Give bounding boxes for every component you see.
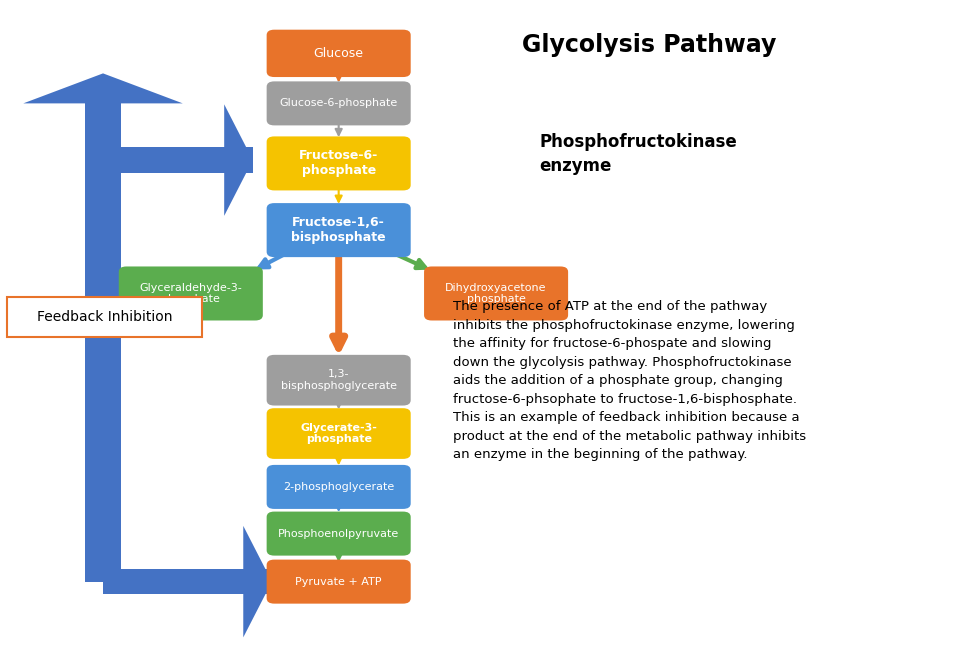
Polygon shape	[23, 73, 183, 103]
Text: Feedback Inhibition: Feedback Inhibition	[36, 310, 172, 323]
FancyBboxPatch shape	[103, 569, 272, 594]
Text: Glycolysis Pathway: Glycolysis Pathway	[521, 33, 775, 57]
FancyBboxPatch shape	[7, 297, 202, 337]
FancyBboxPatch shape	[118, 266, 263, 320]
Text: Glucose: Glucose	[314, 47, 363, 60]
Text: Glycerate-3-
phosphate: Glycerate-3- phosphate	[300, 423, 376, 444]
FancyBboxPatch shape	[266, 81, 410, 125]
FancyBboxPatch shape	[85, 147, 121, 173]
Text: Dihydroxyacetone
phosphate: Dihydroxyacetone phosphate	[445, 283, 546, 304]
FancyBboxPatch shape	[266, 203, 410, 257]
FancyBboxPatch shape	[266, 465, 410, 509]
FancyBboxPatch shape	[266, 137, 410, 191]
FancyBboxPatch shape	[266, 355, 410, 406]
FancyBboxPatch shape	[266, 408, 410, 459]
Polygon shape	[243, 526, 272, 638]
Text: Glucose-6-phosphate: Glucose-6-phosphate	[279, 99, 397, 108]
Text: Pyruvate + ATP: Pyruvate + ATP	[295, 577, 381, 586]
FancyBboxPatch shape	[266, 30, 410, 77]
Text: 1,3-
bisphosphoglycerate: 1,3- bisphosphoglycerate	[280, 370, 396, 391]
Text: 2-phosphoglycerate: 2-phosphoglycerate	[283, 482, 394, 492]
FancyBboxPatch shape	[85, 93, 121, 582]
Text: The presence of ATP at the end of the pathway
inhibits the phosphofructokinase e: The presence of ATP at the end of the pa…	[453, 300, 805, 461]
Text: Phosphoenolpyruvate: Phosphoenolpyruvate	[277, 529, 399, 538]
Text: Glyceraldehyde-3-
phosphate: Glyceraldehyde-3- phosphate	[139, 283, 242, 304]
Text: Fructose-1,6-
bisphosphate: Fructose-1,6- bisphosphate	[291, 216, 386, 244]
FancyBboxPatch shape	[103, 147, 253, 173]
FancyBboxPatch shape	[266, 512, 410, 556]
Polygon shape	[224, 104, 253, 216]
FancyBboxPatch shape	[266, 560, 410, 604]
Text: Fructose-6-
phosphate: Fructose-6- phosphate	[298, 149, 378, 177]
Text: Phosphofructokinase
enzyme: Phosphofructokinase enzyme	[538, 133, 736, 175]
FancyBboxPatch shape	[423, 266, 568, 320]
